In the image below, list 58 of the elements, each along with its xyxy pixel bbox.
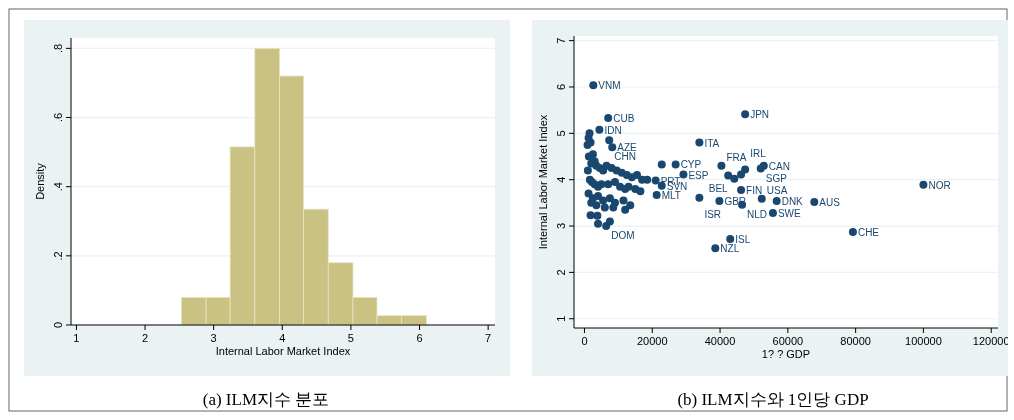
annotation: BEL — [708, 182, 729, 194]
annotation: FIN — [746, 184, 763, 196]
annotation: IDN — [604, 124, 622, 136]
annotation: CYP — [680, 159, 702, 171]
x-tick-label: 7 — [485, 332, 492, 344]
x-tick-label: 0 — [581, 335, 588, 347]
text: (a) ILM지수 분포 — [202, 390, 330, 409]
x-tick-label: 100000 — [905, 335, 942, 347]
y-tick-label: .6 — [52, 112, 64, 123]
annotation: CHN — [614, 151, 636, 163]
x-tick-label: 3 — [210, 332, 217, 344]
y-tick-label: 5 — [555, 130, 567, 137]
annotation: ISL — [735, 234, 751, 246]
y-axis-title: Internal Labor Market Index — [537, 114, 549, 250]
x-tick-label: 2 — [141, 332, 149, 344]
annotation: AZE — [617, 142, 638, 154]
y-tick-label: 7 — [555, 37, 567, 44]
y-tick-label: .4 — [52, 182, 64, 192]
annotation: MLT — [661, 189, 681, 201]
annotation: NLD — [747, 208, 768, 220]
y-tick-label: 6 — [555, 83, 567, 91]
x-axis-title: Internal Labor Market Index — [215, 345, 351, 357]
annotation: VNM — [598, 80, 621, 92]
x-tick-label: 5 — [347, 332, 354, 344]
x-tick-label: 80000 — [840, 335, 871, 347]
x-tick-label: 60000 — [772, 335, 804, 347]
y-tick-label: .8 — [52, 43, 64, 53]
annotation: CHE — [857, 227, 880, 239]
y-tick-label: .2 — [52, 251, 64, 261]
x-tick-label: 20000 — [636, 335, 668, 347]
y-tick-label: 2 — [555, 269, 567, 276]
x-tick-label: 4 — [279, 332, 286, 344]
x-tick-label: 6 — [416, 332, 423, 344]
annotation: ESP — [688, 169, 709, 181]
annotation: SWE — [777, 208, 802, 220]
annotation: DNK — [781, 196, 804, 207]
x-axis-title: 1? ? GDP — [761, 348, 811, 360]
annotation: JPN — [750, 109, 770, 121]
annotation: DOM — [611, 230, 635, 242]
annotation: CAN — [768, 160, 790, 172]
annotation: ISR — [704, 208, 722, 220]
y-tick-label: 1 — [555, 315, 567, 322]
y-axis-title: Density — [34, 162, 46, 200]
y-tick-label: 0 — [52, 321, 64, 329]
annotation: NZL — [720, 243, 740, 255]
annotation: USA — [766, 184, 788, 196]
annotation: CUB — [613, 113, 635, 125]
text: (b) ILM지수와 1인당 GDP — [677, 390, 869, 409]
annotation: IRL — [750, 148, 767, 160]
annotation: AUS — [819, 196, 841, 208]
y-tick-label: 3 — [555, 222, 567, 230]
annotation: NOR — [928, 179, 951, 191]
annotation: FRA — [726, 151, 747, 163]
y-tick-label: 4 — [555, 176, 567, 183]
x-tick-label: 1 — [73, 332, 80, 344]
annotation: ITA — [704, 137, 720, 149]
x-tick-label: 40000 — [704, 335, 736, 347]
annotation: SGP — [765, 172, 788, 184]
